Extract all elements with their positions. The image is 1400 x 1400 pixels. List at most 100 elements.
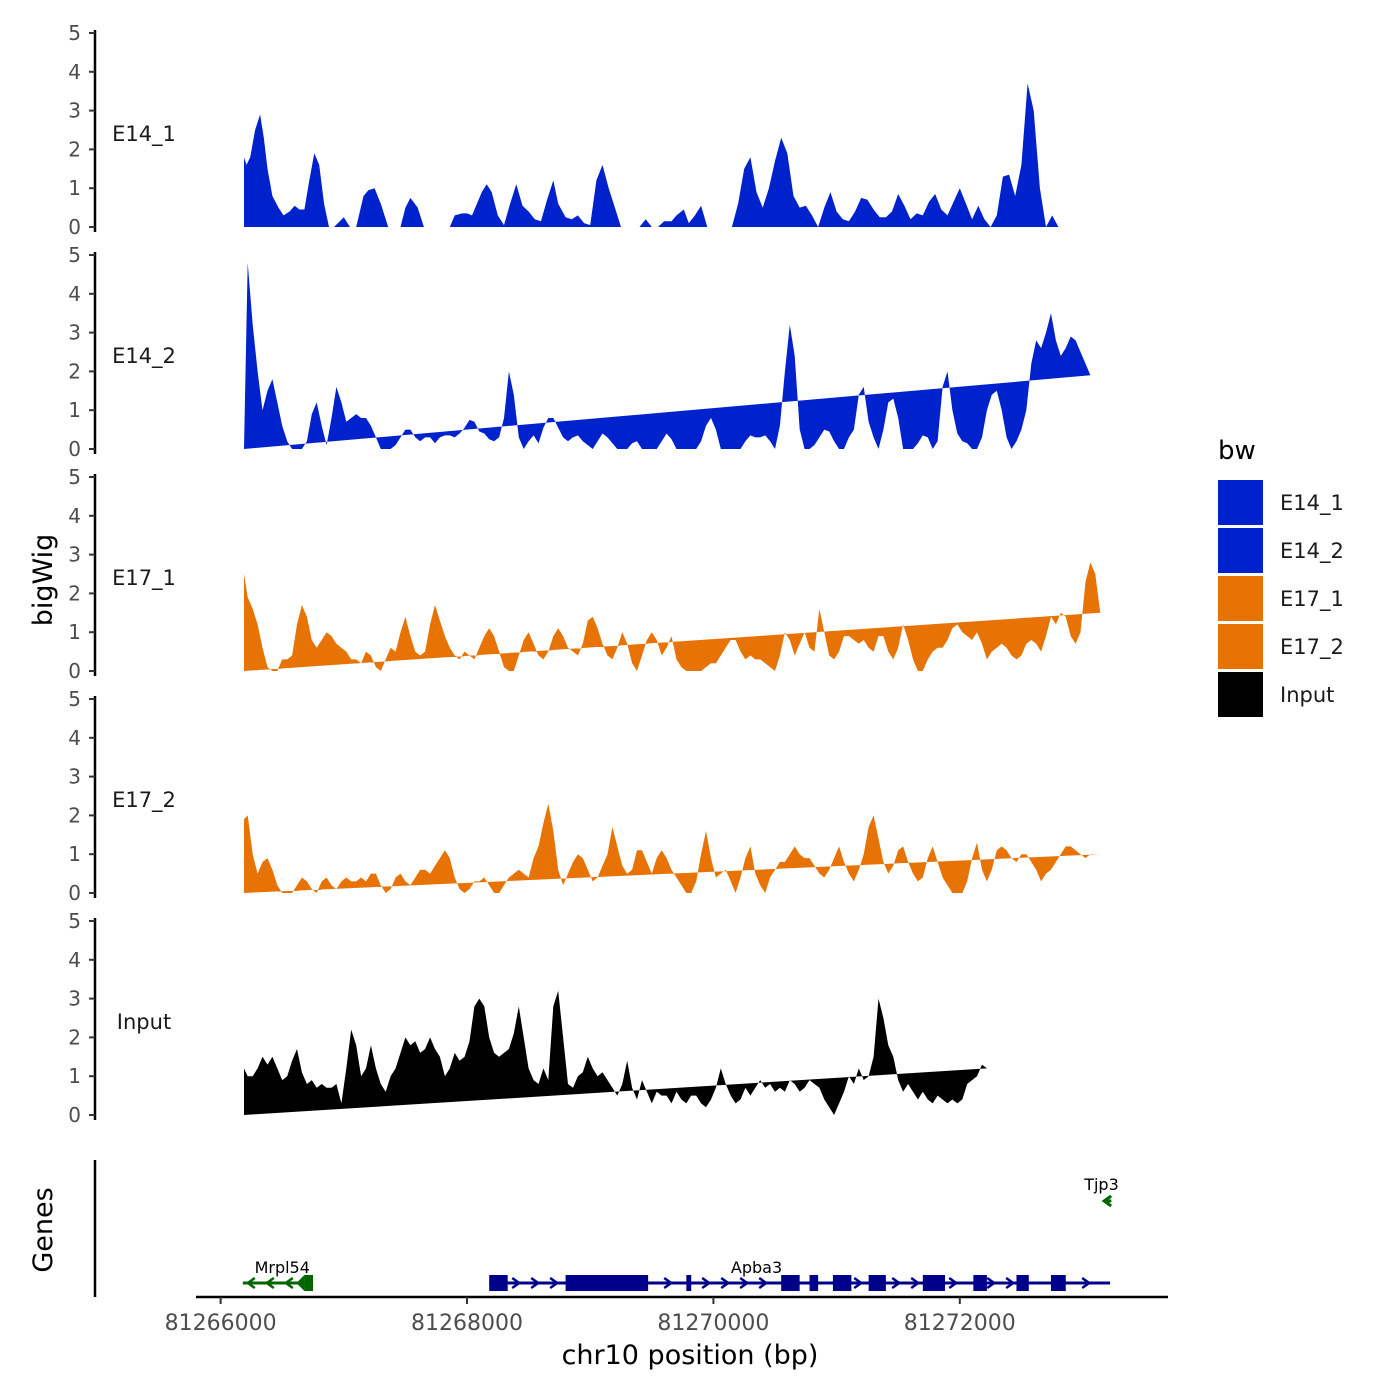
- legend-swatch-E17_1: [1218, 576, 1263, 621]
- y-tick-label: 2: [68, 803, 81, 827]
- gene-exon: [1016, 1275, 1029, 1291]
- gene-exon: [809, 1275, 819, 1291]
- y-tick-label: 0: [68, 437, 81, 461]
- strand-chevron: [245, 1276, 256, 1290]
- gene-label: Apba3: [731, 1258, 782, 1277]
- y-tick-label: 3: [68, 987, 81, 1011]
- track-E17_1: 0 1 2 3 4 5 E17_1: [68, 465, 1101, 683]
- gene-exon: [973, 1275, 987, 1291]
- gene-Apba3: Apba3: [489, 1258, 1111, 1291]
- coverage-area-E17_2: [244, 803, 1101, 893]
- y-tick-label: 5: [68, 21, 81, 45]
- strand-chevron: [1005, 1276, 1016, 1290]
- gene-label: Mrpl54: [255, 1258, 310, 1277]
- strand-chevron: [264, 1276, 275, 1290]
- y-tick-label: 3: [68, 321, 81, 345]
- y-tick-label: 5: [68, 243, 81, 267]
- strand-chevron: [948, 1276, 959, 1290]
- gene-exon: [304, 1275, 314, 1291]
- track-label: E17_1: [112, 566, 176, 591]
- legend-label: E14_2: [1280, 539, 1344, 564]
- gene-label: Tjp3: [1083, 1175, 1119, 1194]
- track-label: E17_2: [112, 788, 176, 813]
- track-E14_1: 0 1 2 3 4 5 E14_1: [68, 21, 1111, 239]
- genes-panel: Mrpl54 Apba3 Tjp3: [93, 1160, 1119, 1297]
- gene-exon: [686, 1275, 692, 1291]
- y-tick-label: 3: [68, 765, 81, 789]
- legend-label: Input: [1280, 683, 1334, 707]
- y-axis-title-genes: Genes: [28, 1187, 59, 1272]
- bigwig-tracks: 0 1 2 3 4 5 E14_1 0 1 2 3 4 5 E14_2 0 1 2 3 4 5 E17_1 0 1 2 3 4 5 E…: [68, 21, 1111, 1127]
- y-tick-label: 0: [68, 659, 81, 683]
- strand-chevron: [910, 1276, 921, 1290]
- y-tick-label: 2: [68, 581, 81, 605]
- strand-chevron: [663, 1276, 674, 1290]
- gene-exon: [489, 1275, 508, 1291]
- y-tick-label: 3: [68, 99, 81, 123]
- y-tick-label: 4: [68, 948, 81, 972]
- gene-exon: [868, 1275, 886, 1291]
- coverage-area-E14_1: [244, 83, 1111, 228]
- strand-chevron: [283, 1276, 294, 1290]
- y-tick-label: 0: [68, 881, 81, 905]
- strand-chevron: [1101, 1194, 1113, 1208]
- y-tick-label: 1: [68, 620, 81, 644]
- y-tick-label: 0: [68, 215, 81, 239]
- strand-chevron: [720, 1276, 731, 1290]
- track-Input: 0 1 2 3 4 5 Input: [68, 909, 987, 1127]
- y-tick-label: 2: [68, 137, 81, 161]
- strand-chevron: [530, 1276, 541, 1290]
- coverage-area-E14_2: [244, 262, 1091, 449]
- x-axis-title: chr10 position (bp): [562, 1340, 819, 1371]
- y-axis-title-bigwig: bigWig: [28, 534, 59, 627]
- gene-exon: [565, 1275, 649, 1291]
- gene-exon: [781, 1275, 800, 1291]
- strand-chevron: [739, 1276, 750, 1290]
- legend-swatch-Input: [1218, 672, 1263, 717]
- strand-chevron: [701, 1276, 712, 1290]
- x-tick-label: 81270000: [657, 1311, 769, 1336]
- gene-exon: [832, 1275, 852, 1291]
- legend-swatch-E14_2: [1218, 528, 1263, 573]
- y-tick-label: 1: [68, 1064, 81, 1088]
- y-tick-label: 4: [68, 504, 81, 528]
- y-tick-label: 3: [68, 543, 81, 567]
- legend-swatch-E17_2: [1218, 624, 1263, 669]
- y-tick-label: 2: [68, 1025, 81, 1049]
- strand-chevron: [986, 1276, 997, 1290]
- legend-swatch-E14_1: [1218, 480, 1263, 525]
- x-tick-label: 81266000: [165, 1311, 277, 1336]
- track-label: E14_2: [112, 344, 176, 369]
- y-tick-label: 4: [68, 282, 81, 306]
- legend-title: bw: [1218, 436, 1256, 466]
- gene-exon: [1050, 1275, 1066, 1291]
- y-tick-label: 4: [68, 726, 81, 750]
- gene-Mrpl54: Mrpl54: [242, 1258, 314, 1291]
- x-tick-label: 81272000: [904, 1311, 1016, 1336]
- track-label: E14_1: [112, 122, 176, 147]
- gene-exon-tip: [296, 1275, 305, 1291]
- strand-chevron: [1081, 1276, 1092, 1290]
- gene-exon: [922, 1275, 946, 1291]
- strand-chevron: [891, 1276, 902, 1290]
- legend: bw E14_1 E14_2 E17_1 E17_2 Input: [1218, 436, 1344, 717]
- legend-label: E17_1: [1280, 587, 1344, 612]
- y-tick-label: 2: [68, 359, 81, 383]
- y-tick-label: 5: [68, 687, 81, 711]
- legend-label: E14_1: [1280, 491, 1344, 516]
- strand-chevron: [853, 1276, 864, 1290]
- y-tick-label: 1: [68, 842, 81, 866]
- gene-Tjp3: Tjp3: [1083, 1175, 1119, 1208]
- y-tick-label: 1: [68, 176, 81, 200]
- strand-chevron: [549, 1276, 560, 1290]
- strand-chevron: [758, 1276, 769, 1290]
- coverage-area-E17_1: [244, 562, 1101, 671]
- y-tick-label: 1: [68, 398, 81, 422]
- legend-label: E17_2: [1280, 635, 1344, 660]
- track-E17_2: 0 1 2 3 4 5 E17_2: [68, 687, 1101, 905]
- track-label: Input: [117, 1010, 171, 1034]
- y-tick-label: 5: [68, 465, 81, 489]
- y-tick-label: 0: [68, 1103, 81, 1127]
- x-tick-label: 81268000: [411, 1311, 523, 1336]
